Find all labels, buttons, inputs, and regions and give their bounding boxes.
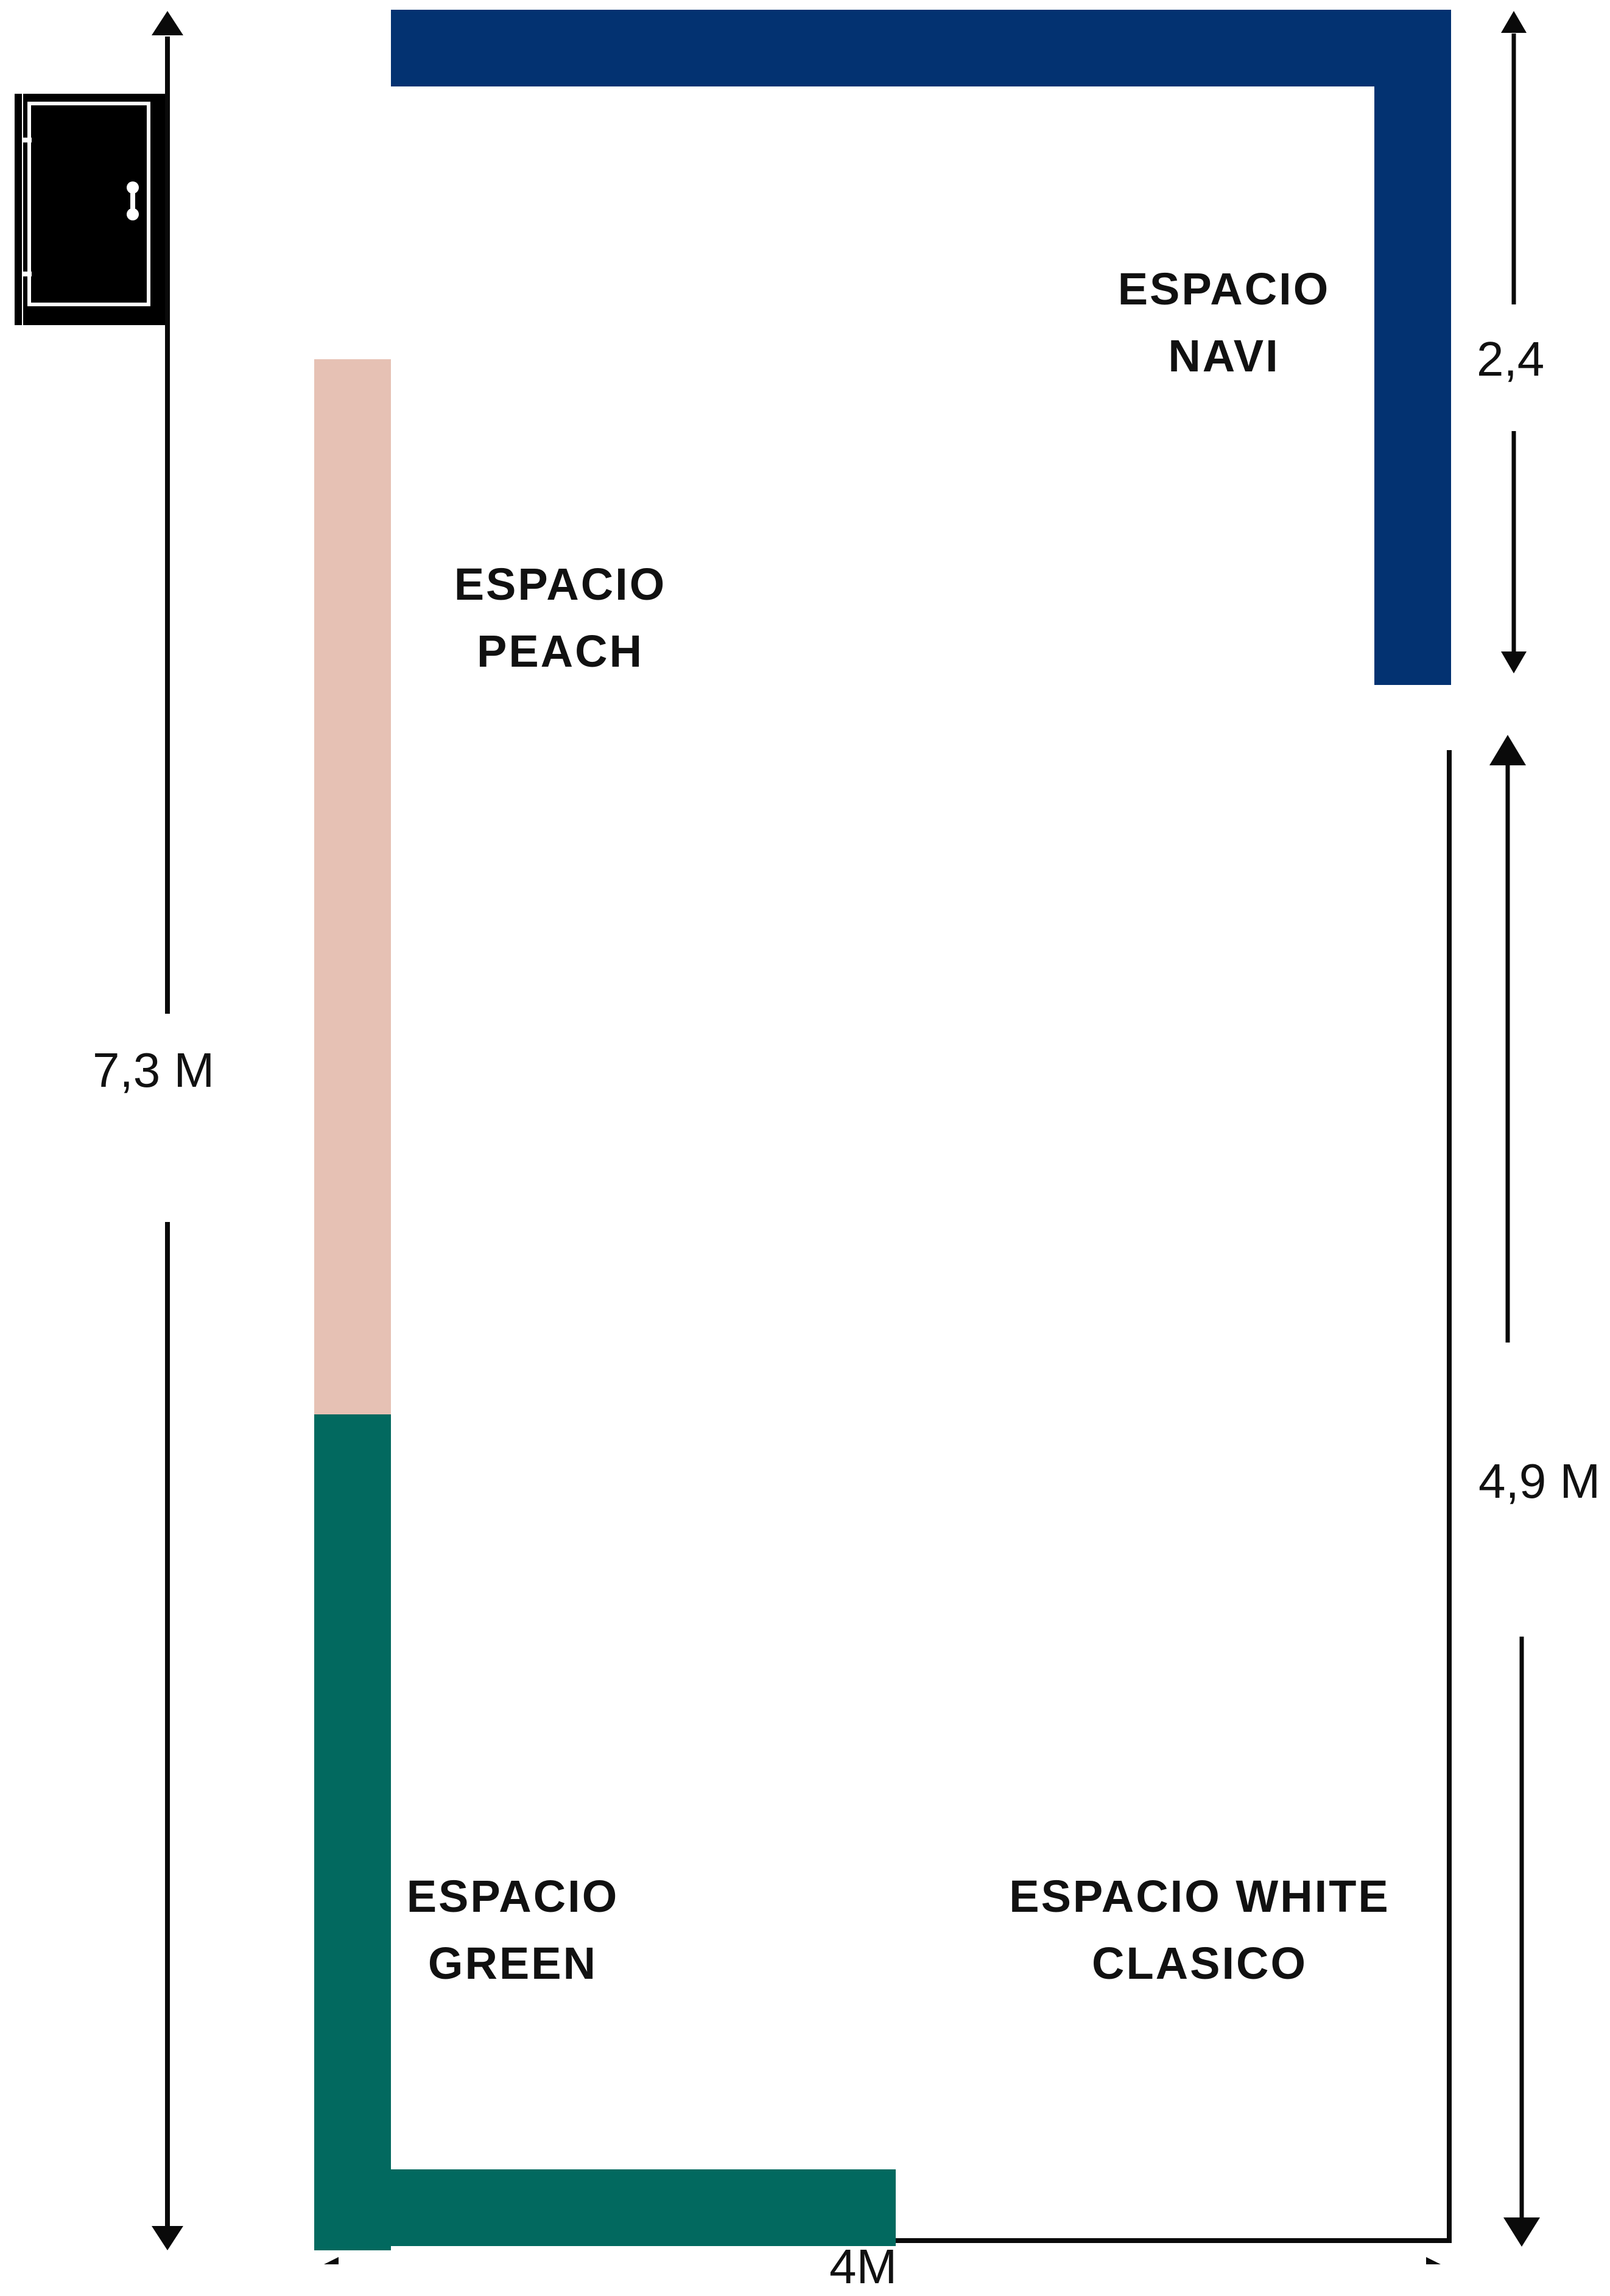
arrow-down-icon (1503, 2217, 1540, 2247)
arrow-up-icon (1489, 735, 1526, 765)
arrow-left-icon (324, 2257, 339, 2264)
peach-wall (314, 359, 391, 1414)
navi-dimension-arrow (1501, 11, 1527, 673)
arrow-down-icon (1501, 651, 1527, 673)
zone-label-line: ESPACIO (406, 1871, 619, 1922)
dimension-label-navi-height: 2,4 (1477, 332, 1545, 386)
zone-label-line: GREEN (427, 1938, 598, 1989)
door-icon (10, 94, 167, 325)
arrow-up-icon (1501, 11, 1527, 33)
arrow-up-icon (152, 11, 183, 35)
zone-label-white-clasico: ESPACIO WHITE CLASICO (980, 1863, 1419, 1997)
arrow-down-icon (152, 2226, 183, 2250)
zone-label-navi: ESPACIO NAVI (1090, 256, 1358, 390)
zone-label-line: CLASICO (1092, 1938, 1307, 1989)
zone-label-line: ESPACIO (1117, 264, 1331, 314)
zone-label-peach: ESPACIO PEACH (426, 551, 694, 685)
white-clasico-wall (896, 750, 1452, 2243)
zone-label-line: ESPACIO WHITE (1009, 1871, 1390, 1922)
dimension-label-white-height: 4,9 M (1478, 1454, 1601, 1508)
white-dimension-arrow (1489, 735, 1540, 2247)
left-dimension-arrow (152, 11, 183, 2250)
zone-label-green: ESPACIO GREEN (379, 1863, 647, 1997)
zone-label-line: NAVI (1168, 331, 1280, 381)
width-dimension-arrow (324, 2257, 1441, 2264)
zone-label-line: ESPACIO (454, 559, 667, 609)
zone-label-line: PEACH (476, 626, 644, 676)
arrow-right-icon (1426, 2257, 1441, 2264)
navi-wall (391, 10, 1451, 685)
dimension-label-width: 4M (829, 2239, 898, 2294)
dimension-label-left-height: 7,3 M (93, 1043, 215, 1097)
green-wall (314, 1414, 896, 2250)
